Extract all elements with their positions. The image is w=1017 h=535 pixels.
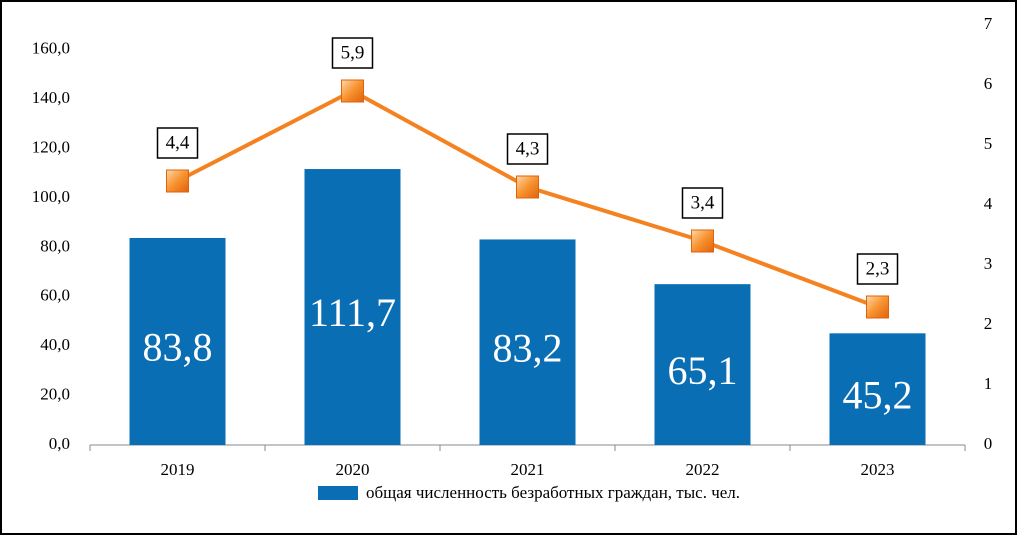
bar	[479, 239, 576, 445]
bar	[129, 237, 226, 445]
y2-tick-label: 2	[984, 314, 993, 333]
line-marker	[341, 79, 364, 103]
line-value-label: 5,9	[341, 42, 365, 63]
x-tick-label: 2022	[686, 460, 720, 479]
y-tick-label: 120,0	[32, 137, 70, 156]
data-label-box	[856, 253, 899, 285]
x-tick-label: 2021	[511, 460, 545, 479]
y-tick-label: 160,0	[32, 39, 70, 58]
y-tick-label: 60,0	[40, 286, 70, 305]
bar	[304, 169, 401, 446]
y2-tick-label: 0	[984, 434, 993, 453]
y2-tick-label: 7	[984, 14, 993, 33]
line-marker	[691, 229, 714, 253]
bar-value-label: 83,8	[143, 325, 213, 370]
line-value-label: 4,3	[516, 138, 540, 159]
bar-value-label: 65,1	[668, 348, 738, 393]
line-value-label: 3,4	[691, 192, 715, 213]
y2-tick-label: 4	[984, 194, 993, 213]
y2-tick-label: 6	[984, 74, 993, 93]
y-tick-label: 140,0	[32, 88, 70, 107]
y2-tick-label: 1	[984, 374, 993, 393]
y2-tick-label: 3	[984, 254, 993, 273]
bar-value-label: 45,2	[843, 372, 913, 417]
line-marker	[166, 169, 189, 193]
bar	[829, 333, 926, 445]
data-label-box	[681, 187, 724, 219]
y-tick-label: 0,0	[49, 434, 70, 453]
legend-label: общая численность безработных граждан, т…	[366, 483, 740, 502]
line-marker	[516, 175, 539, 199]
bar-value-label: 111,7	[309, 290, 396, 335]
bar-value-label: 83,2	[493, 325, 563, 370]
data-label-box	[331, 37, 374, 69]
data-label-box	[506, 133, 549, 165]
line-marker	[866, 295, 889, 319]
x-tick-label: 2020	[336, 460, 370, 479]
y-tick-label: 20,0	[40, 384, 70, 403]
line-value-label: 2,3	[866, 258, 890, 279]
data-label-box	[156, 127, 199, 159]
line-value-label: 4,4	[166, 132, 190, 153]
bar	[654, 284, 751, 445]
y2-tick-label: 5	[984, 134, 993, 153]
x-tick-label: 2023	[861, 460, 895, 479]
legend-swatch	[318, 486, 358, 500]
x-tick-label: 2019	[161, 460, 195, 479]
y-tick-label: 80,0	[40, 236, 70, 255]
y-tick-label: 100,0	[32, 187, 70, 206]
y-tick-label: 40,0	[40, 335, 70, 354]
